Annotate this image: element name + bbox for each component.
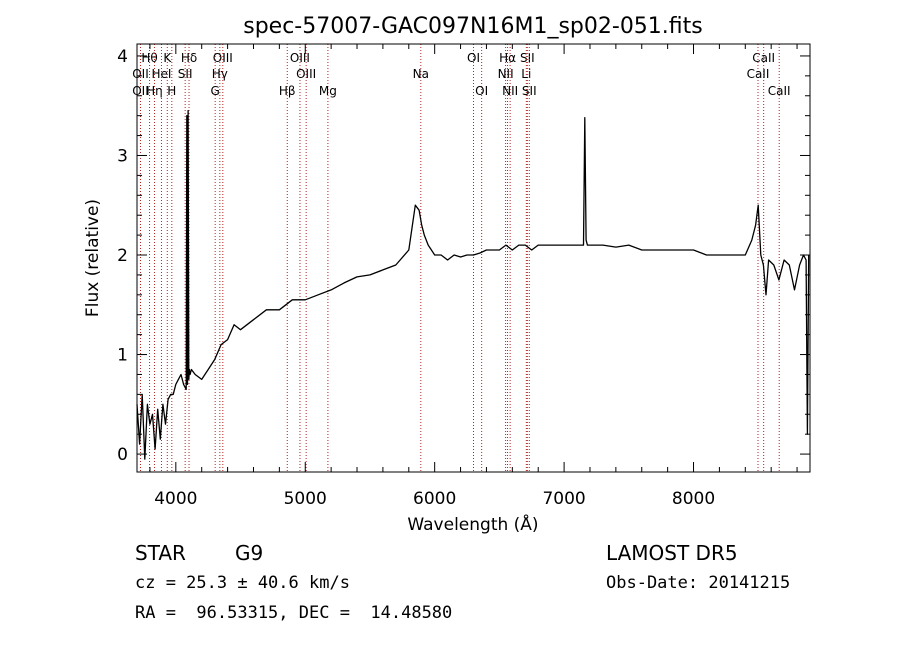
spectral-line-label: SII: [522, 84, 537, 98]
spectral-line-label: OI: [475, 84, 488, 98]
y-axis-label: Flux (relative): [83, 199, 103, 317]
spectrum-line: [136, 110, 810, 460]
x-tick-label: 5000: [284, 489, 327, 509]
spectral-line-label: K: [163, 51, 172, 65]
spectral-line-label: CaII: [768, 84, 791, 98]
spectral-line-label: G: [211, 84, 220, 98]
plot-frame: [136, 43, 811, 473]
spectral-line-label: NII: [502, 84, 518, 98]
spectral-line-label: Li: [521, 67, 531, 81]
spectral-line-label: HeI: [151, 67, 171, 81]
x-tick-label: 8000: [672, 489, 715, 509]
spectral-line-label: Hβ: [279, 84, 296, 98]
spectral-line-label: NII: [498, 67, 514, 81]
survey-name: LAMOST DR5: [606, 541, 738, 565]
spectral-line-label: CaII: [747, 67, 770, 81]
x-axis: 4000 5000 6000 7000 8000: [149, 44, 798, 509]
spectral-line-label: OIII: [213, 51, 233, 65]
y-tick-label: 2: [117, 246, 128, 266]
spectral-line-label: OI: [467, 51, 480, 65]
object-class: STAR: [135, 541, 186, 565]
spectral-line-label: SII: [520, 51, 535, 65]
spectral-line-label: Hδ: [181, 51, 197, 65]
observation-date: Obs-Date: 20141215: [606, 573, 791, 593]
y-tick-label: 0: [117, 445, 128, 465]
spectral-line-label: Hα: [499, 51, 516, 65]
spectral-line-label: OIII: [290, 51, 310, 65]
x-tick-label: 6000: [413, 489, 456, 509]
y-tick-label: 4: [117, 47, 128, 67]
y-axis: 0 1 2 3 4: [117, 47, 810, 465]
spectral-line-label: Hθ: [141, 51, 157, 65]
spectral-line-label: Hγ: [212, 67, 228, 81]
coordinates: RA = 96.53315, DEC = 14.48580: [135, 603, 453, 623]
spectrum-series: [136, 110, 810, 460]
spectral-line-label: Mg: [319, 84, 337, 98]
object-subclass: G9: [235, 541, 264, 565]
spectral-line-label: Hη: [146, 84, 163, 98]
spectral-line-label: Na: [413, 67, 429, 81]
x-tick-label: 7000: [542, 489, 585, 509]
chart-title: spec-57007-GAC097N16M1_sp02-051.fits: [243, 14, 703, 39]
y-tick-label: 3: [117, 146, 128, 166]
spectral-line-label: CaII: [752, 51, 775, 65]
x-axis-label: Wavelength (Å): [407, 513, 538, 535]
x-tick-label: 4000: [154, 489, 197, 509]
spectral-line-label: H: [167, 84, 176, 98]
redshift-velocity: cz = 25.3 ± 40.6 km/s: [135, 573, 350, 593]
spectral-line-label: OII: [132, 84, 149, 98]
spectral-line-label: OIII: [296, 67, 316, 81]
spectral-line-label: SII: [178, 67, 193, 81]
y-tick-label: 1: [117, 346, 128, 366]
